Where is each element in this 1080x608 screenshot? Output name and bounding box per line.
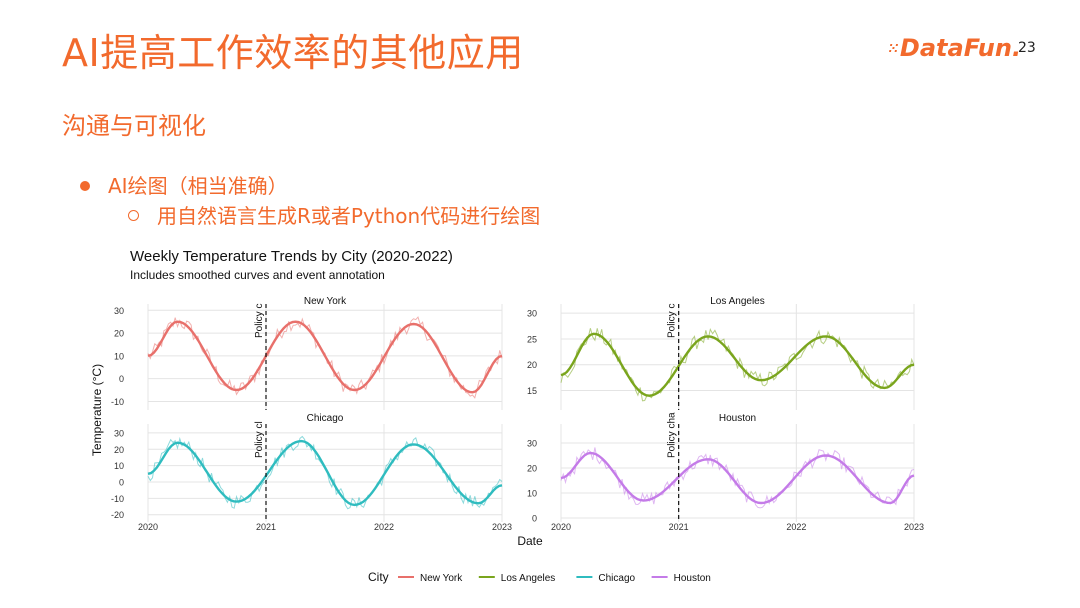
y-tick-houston-0: 0 (532, 514, 537, 524)
y-tick-houston-30: 30 (527, 439, 537, 449)
smooth-line-houston (560, 451, 915, 505)
y-tick-new-york-10: 10 (114, 351, 124, 361)
slide-title: AI提高工作效率的其他应用 (62, 31, 524, 75)
x-tick-right-2021: 2021 (669, 522, 689, 532)
x-axis-title: Date (517, 534, 543, 548)
panel-label-los-angeles: Los Angeles (710, 296, 765, 307)
annotation-label-los-angeles: Policy c (667, 304, 678, 338)
chart-title: Weekly Temperature Trends by City (2020-… (130, 248, 453, 265)
chart-subtitle: Includes smoothed curves and event annot… (130, 268, 385, 282)
sub-bullet-ring-icon (128, 210, 139, 221)
y-tick-chicago-10: 10 (114, 461, 124, 471)
bullet-item: AI绘图（相当准确） (80, 170, 288, 199)
y-tick-new-york--10: -10 (111, 397, 124, 407)
y-tick-los-angeles-20: 20 (527, 360, 537, 370)
y-tick-los-angeles-30: 30 (527, 309, 537, 319)
y-tick-chicago-30: 30 (114, 428, 124, 438)
panel-label-chicago: Chicago (307, 413, 344, 424)
x-tick-left-2020: 2020 (138, 522, 158, 532)
sub-bullet-text: 用自然语言生成R或者Python代码进行绘图 (157, 204, 541, 228)
x-tick-left-2023: 2023 (492, 522, 512, 532)
annotation-label-houston: Policy cha (667, 412, 678, 458)
y-tick-chicago-20: 20 (114, 445, 124, 455)
y-axis-title: Temperature (°C) (90, 364, 104, 456)
bullet-dot-icon (80, 180, 90, 191)
y-tick-chicago--20: -20 (111, 510, 124, 520)
legend-label-new-york: New York (420, 573, 463, 584)
annotation-label-new-york: Policy c (254, 304, 265, 338)
smooth-line-los-angeles (560, 332, 915, 397)
legend-label-houston: Houston (674, 573, 711, 584)
temperature-chart: Weekly Temperature Trends by City (2020-… (90, 248, 924, 584)
legend-label-los-angeles: Los Angeles (501, 573, 556, 584)
y-tick-new-york-30: 30 (114, 306, 124, 316)
bullet-text: AI绘图（相当准确） (108, 174, 288, 198)
y-tick-houston-10: 10 (527, 489, 537, 499)
legend-title: City (368, 570, 389, 584)
panel-label-new-york: New York (304, 296, 347, 307)
sub-bullet-item: 用自然语言生成R或者Python代码进行绘图 (128, 200, 540, 229)
x-tick-right-2020: 2020 (551, 522, 571, 532)
page-number: 23 (1018, 40, 1036, 56)
datafun-logo: ⁙DataFun. (888, 34, 1021, 62)
panel-label-houston: Houston (719, 413, 756, 424)
smooth-line-chicago (147, 439, 503, 507)
logo-text: DataFun. (899, 34, 1022, 62)
y-tick-new-york-20: 20 (114, 329, 124, 339)
x-tick-right-2023: 2023 (904, 522, 924, 532)
y-tick-chicago--10: -10 (111, 494, 124, 504)
raw-line-houston (560, 447, 915, 509)
annotation-label-chicago: Policy cl (254, 421, 265, 458)
smooth-line-new-york (147, 320, 503, 394)
y-tick-new-york-0: 0 (119, 374, 124, 384)
x-tick-right-2022: 2022 (786, 522, 806, 532)
section-title: 沟通与可视化 (62, 112, 206, 140)
y-tick-los-angeles-15: 15 (527, 386, 537, 396)
y-tick-los-angeles-25: 25 (527, 334, 537, 344)
legend-label-chicago: Chicago (598, 573, 635, 584)
logo-dots-icon: ⁙ (888, 41, 899, 57)
x-tick-left-2022: 2022 (374, 522, 394, 532)
y-tick-houston-20: 20 (527, 464, 537, 474)
y-tick-chicago-0: 0 (119, 478, 124, 488)
x-tick-left-2021: 2021 (256, 522, 276, 532)
